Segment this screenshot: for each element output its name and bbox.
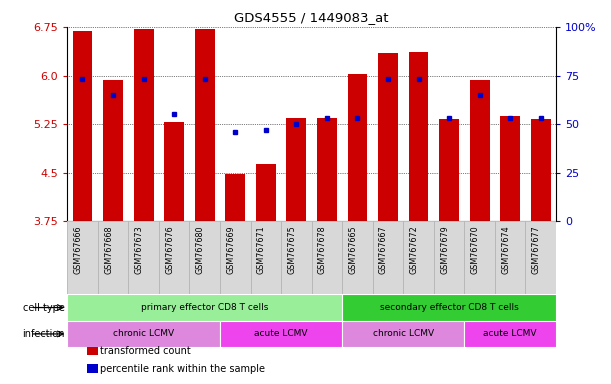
Bar [373,222,403,295]
Bar [67,321,220,347]
Bar [439,119,459,222]
Text: secondary effector CD8 T cells: secondary effector CD8 T cells [379,303,519,312]
Text: cell type: cell type [23,303,65,313]
Bar [348,74,367,222]
Bar [225,174,245,222]
Text: GSM767676: GSM767676 [165,225,174,274]
Text: transformed count: transformed count [100,346,191,356]
Bar [256,164,276,222]
Bar [251,222,281,295]
Bar [220,222,251,295]
Bar [342,321,464,347]
Bar [189,222,220,295]
Bar [342,222,373,295]
Text: GSM767667: GSM767667 [379,225,388,274]
Text: GSM767665: GSM767665 [348,225,357,274]
Bar [281,222,312,295]
Bar [403,222,434,295]
Bar [312,222,342,295]
Text: chronic LCMV: chronic LCMV [113,329,174,338]
Bar [470,80,489,222]
Text: acute LCMV: acute LCMV [254,329,308,338]
Bar [67,222,98,295]
Bar [464,321,556,347]
Text: GSM767674: GSM767674 [501,225,510,274]
Bar [103,80,123,222]
Text: primary effector CD8 T cells: primary effector CD8 T cells [141,303,268,312]
Bar [342,295,556,321]
Text: GSM767672: GSM767672 [409,225,419,274]
Bar [531,119,551,222]
Text: chronic LCMV: chronic LCMV [373,329,434,338]
Bar [495,222,525,295]
Bar [128,222,159,295]
Text: GSM767670: GSM767670 [470,225,480,274]
Text: GSM767668: GSM767668 [104,225,113,273]
Bar [87,364,98,373]
Text: acute LCMV: acute LCMV [483,329,537,338]
Text: GSM767677: GSM767677 [532,225,541,274]
Bar [378,53,398,222]
Text: GSM767673: GSM767673 [134,225,144,274]
Bar [434,222,464,295]
Text: GSM767669: GSM767669 [226,225,235,274]
Bar [98,222,128,295]
Bar [220,321,342,347]
Text: percentile rank within the sample: percentile rank within the sample [100,364,265,374]
Bar [159,222,189,295]
Title: GDS4555 / 1449083_at: GDS4555 / 1449083_at [235,11,389,24]
Bar [67,222,556,295]
Bar [67,295,342,321]
Text: GSM767678: GSM767678 [318,225,327,274]
Text: GSM767666: GSM767666 [73,225,82,273]
Bar [525,222,556,295]
Bar [409,51,428,222]
Text: GSM767680: GSM767680 [196,225,205,273]
Text: GSM767671: GSM767671 [257,225,266,274]
Bar [464,222,495,295]
Bar [317,118,337,222]
Bar [134,30,153,222]
Text: GSM767679: GSM767679 [440,225,449,274]
Bar [287,118,306,222]
Bar [164,122,184,222]
Bar [195,30,214,222]
Bar [87,346,98,355]
Text: infection: infection [22,329,65,339]
Bar [73,31,92,222]
Bar [500,116,520,222]
Text: GSM767675: GSM767675 [287,225,296,274]
